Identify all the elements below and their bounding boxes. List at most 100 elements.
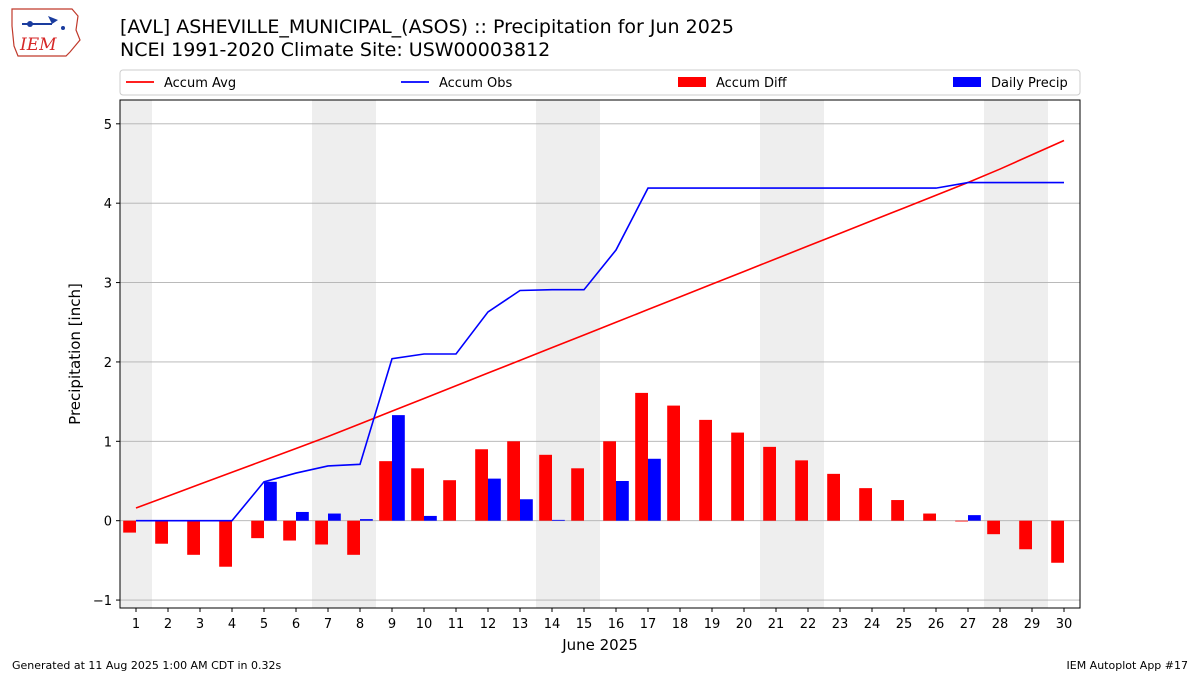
x-tick-label: 4 [228,617,236,632]
accum-diff-bar [347,520,360,555]
x-tick-label: 8 [356,617,364,632]
accum-diff-bar [475,449,488,521]
x-tick-label: 11 [448,617,465,632]
accum-diff-bar [827,473,840,521]
accum-diff-bar [155,520,168,544]
accum-obs-line [136,181,1064,522]
accum-avg-line [135,139,1065,509]
accum-diff-bar [507,441,520,521]
daily-precip-bar [392,415,405,521]
legend-swatch [678,77,706,87]
daily-precip-bar [488,478,501,521]
logo-text: IEM [19,35,57,55]
chart-subtitle: NCEI 1991-2020 Climate Site: USW00003812 [120,39,551,61]
y-tick-label: 5 [104,118,112,133]
y-tick-label: 4 [104,197,112,212]
daily-precip-bar [328,513,341,521]
daily-precip-bar [424,515,437,521]
chart-title: [AVL] ASHEVILLE_MUNICIPAL_(ASOS) :: Prec… [120,16,734,38]
x-tick-label: 7 [324,617,332,632]
y-tick-label: 0 [104,515,112,530]
daily-precip-bar [968,515,981,521]
daily-precip-bar [264,481,277,521]
accum-diff-bar [795,460,808,521]
y-tick-label: 3 [104,277,112,292]
x-tick-label: 25 [896,617,913,632]
plot-frame [119,99,1081,609]
y-tick-label: 2 [104,356,112,371]
x-tick-label: 21 [768,617,785,632]
accum-diff-bar [699,419,712,521]
accum-diff-bar [571,468,584,521]
weekend-shade [536,100,600,608]
accum-diff-bar [1051,520,1064,563]
legend-label: Accum Avg [164,76,236,91]
iem-logo: IEM [11,8,81,57]
accum-diff-bar [667,405,680,521]
daily-precip-bar [552,519,565,521]
x-tick-label: 13 [512,617,529,632]
accum-diff-bar [315,520,328,545]
daily-precip-bar [360,519,373,521]
accum-diff-bar [539,454,552,521]
x-tick-label: 14 [544,617,561,632]
legend-label: Accum Diff [716,76,788,91]
accum-diff-bar [283,520,296,541]
x-tick-label: 5 [260,617,268,632]
x-tick-label: 17 [640,617,657,632]
accum-diff-bar [859,488,872,521]
accum-diff-bar [731,432,744,521]
y-tick-label: 1 [104,435,112,450]
daily-precip-bar [296,511,309,521]
accum-diff-bar [987,520,1000,535]
legend-label: Accum Obs [439,76,512,91]
x-tick-label: 23 [832,617,849,632]
x-tick-label: 18 [672,617,689,632]
accum-diff-bar [923,513,936,521]
x-tick-label: 27 [960,617,977,632]
accum-diff-bar [635,392,648,521]
x-tick-label: 10 [416,617,433,632]
x-tick-label: 26 [928,617,945,632]
accum-diff-bar [123,520,136,533]
x-tick-label: 3 [196,617,204,632]
x-tick-label: 12 [480,617,497,632]
legend-swatch [953,77,981,87]
x-tick-label: 20 [736,617,753,632]
x-tick-label: 24 [864,617,881,632]
x-tick-label: 9 [388,617,396,632]
x-tick-label: 6 [292,617,300,632]
x-tick-label: 29 [1024,617,1041,632]
accum-diff-bar [1019,520,1032,550]
x-tick-label: 2 [164,617,172,632]
x-tick-label: 30 [1056,617,1073,632]
generated-note: Generated at 11 Aug 2025 1:00 AM CDT in … [12,659,282,672]
accum-diff-bar [251,520,264,539]
legend-label: Daily Precip [991,76,1068,91]
x-tick-label: 16 [608,617,625,632]
accum-diff-bar [411,468,424,521]
x-axis-label: June 2025 [561,636,638,654]
accum-diff-bar [891,500,904,521]
daily-precip-bar [520,499,533,521]
y-tick-label: −1 [93,594,112,609]
x-tick-label: 19 [704,617,721,632]
x-tick-label: 1 [132,617,140,632]
accum-diff-bar [763,446,776,521]
x-tick-label: 28 [992,617,1009,632]
legend-box [119,69,1081,96]
accum-diff-bar [955,520,968,522]
daily-precip-bar [648,458,661,521]
accum-diff-bar [603,441,616,521]
accum-diff-bar [379,461,392,521]
x-tick-label: 15 [576,617,593,632]
weekend-shade [760,100,824,608]
accum-diff-bar [443,480,456,521]
daily-precip-bar [616,481,629,521]
accum-diff-bar [219,520,232,567]
accum-diff-bar [187,520,200,555]
x-tick-label: 22 [800,617,817,632]
app-note: IEM Autoplot App #17 [1066,659,1189,672]
y-axis-label: Precipitation [inch] [66,283,84,425]
